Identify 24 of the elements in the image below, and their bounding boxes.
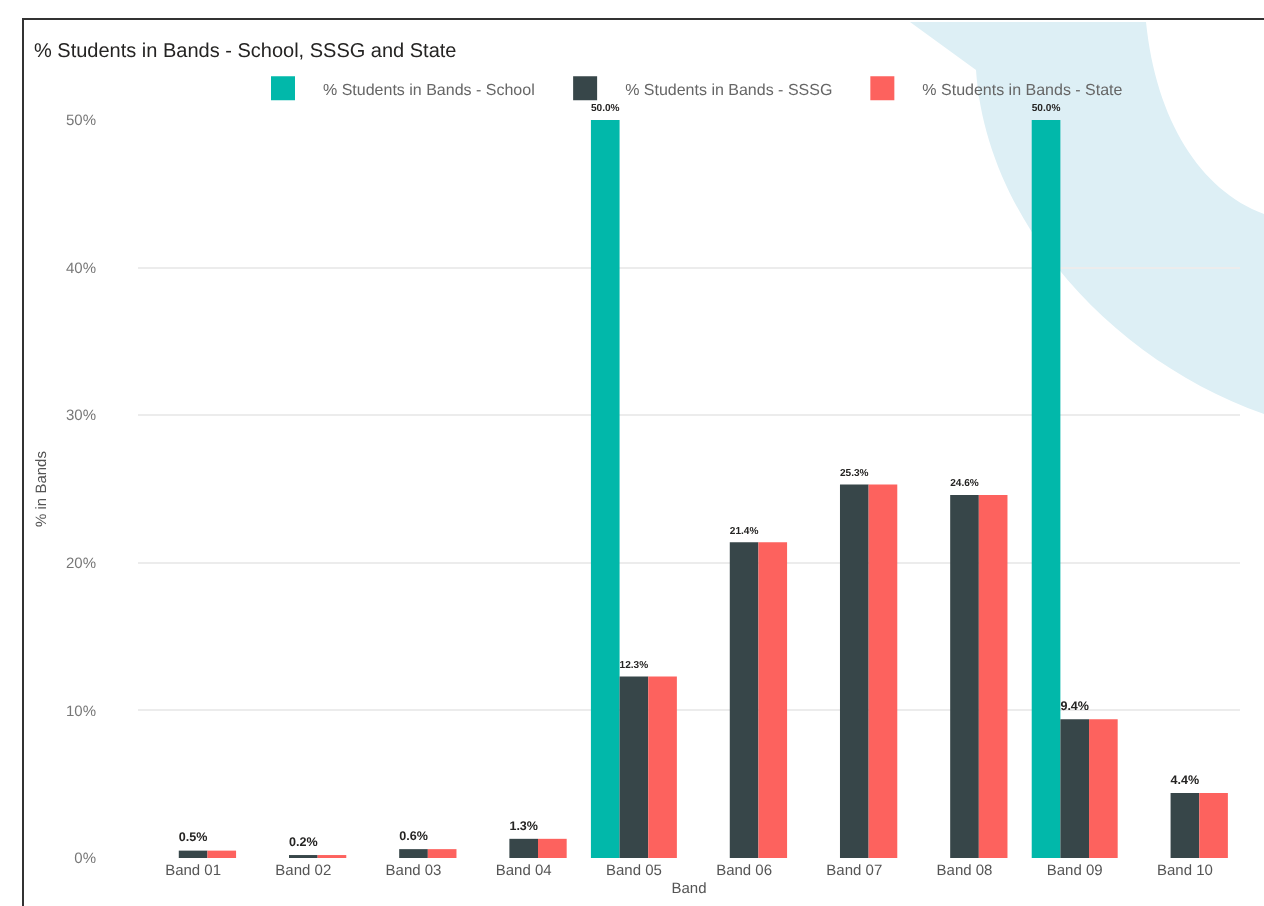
bar (427, 849, 457, 858)
legend-label: % Students in Bands - State (922, 80, 1124, 99)
bar (758, 542, 788, 858)
bar (868, 484, 898, 858)
legend-label: % Students in Bands - SSSG (625, 80, 833, 99)
bar (509, 838, 539, 858)
legend-label: % Students in Bands - School (323, 80, 536, 99)
bar (978, 494, 1008, 858)
bar (950, 494, 979, 858)
bar (1031, 120, 1061, 858)
bar (538, 838, 567, 858)
bar (1199, 793, 1228, 858)
bar (648, 676, 677, 858)
bar (178, 850, 208, 858)
bar (1170, 793, 1200, 858)
bar (207, 850, 237, 858)
bar (619, 676, 649, 858)
bar (1060, 719, 1090, 858)
bar (399, 849, 428, 858)
bar (839, 484, 869, 858)
bar (590, 120, 620, 858)
bar (1089, 719, 1118, 858)
bar (729, 542, 759, 858)
chart-title: % Students in Bands - School, SSSG and State (34, 41, 458, 63)
